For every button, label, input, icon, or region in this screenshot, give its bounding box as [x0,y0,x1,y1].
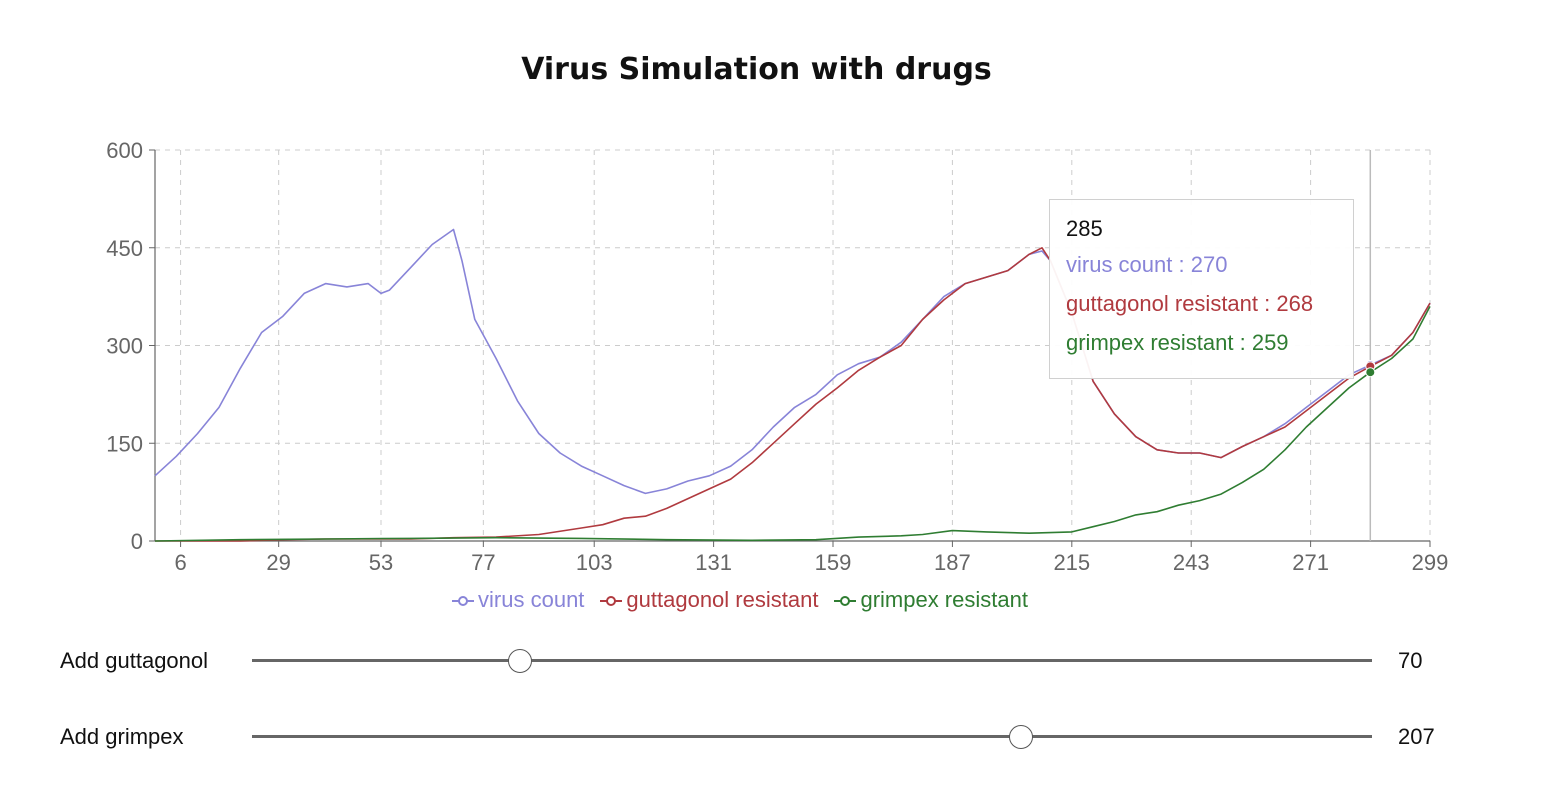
x-tick-label: 29 [266,550,290,575]
chart-axes: 0 150 300 450 600 6 29 53 77 103 131 159 187 215 243 27… [106,138,1448,575]
y-tick-label: 450 [106,236,143,261]
legend-item-grimpex-resistant[interactable]: grimpex resistant [834,587,1028,613]
x-tick-label: 103 [576,550,613,575]
guttagonol-slider-row: Add guttagonol 70 [0,640,1543,680]
x-tick-label: 299 [1412,550,1449,575]
guttagonol-slider-value: 70 [1398,648,1423,673]
chart-legend: virus count guttagonol resistant grimpex… [0,587,1480,613]
y-tick-label: 300 [106,334,143,359]
tooltip-x-label: 285 [1066,216,1103,241]
chart-cursor [1365,150,1376,541]
x-tick-label: 243 [1173,550,1210,575]
x-tick-label: 6 [174,550,186,575]
tooltip-guttagonol-resistant: guttagonol resistant : 268 [1066,291,1314,316]
y-tick-label: 0 [131,529,143,554]
grimpex-slider-label: Add grimpex [60,724,184,749]
active-dot [1365,367,1376,378]
grimpex-slider-track[interactable] [252,735,1372,738]
x-tick-label: 215 [1053,550,1090,575]
guttagonol-slider-track[interactable] [252,659,1372,662]
x-tick-label: 53 [369,550,393,575]
series-line-grimpex-resistant [154,306,1431,542]
x-tick-label: 271 [1292,550,1329,575]
line-marker-icon [834,593,857,607]
y-tick-label: 150 [106,431,143,456]
legend-item-virus-count[interactable]: virus count [452,587,584,613]
x-tick-label: 77 [471,550,495,575]
x-tick-label: 159 [815,550,852,575]
tooltip-virus-count: virus count : 270 [1066,252,1228,277]
x-tick-label: 187 [934,550,971,575]
guttagonol-slider-thumb[interactable] [507,649,532,673]
x-tick-label: 131 [695,550,732,575]
tooltip-grimpex-resistant: grimpex resistant : 259 [1066,330,1289,355]
series-line-guttagonol-resistant [155,247,1431,542]
legend-item-guttagonol-resistant[interactable]: guttagonol resistant [600,587,818,613]
line-marker-icon [600,593,623,607]
legend-label: virus count [478,587,585,612]
guttagonol-slider-label: Add guttagonol [60,648,209,673]
chart-tooltip: 285 virus count : 270 guttagonol resista… [1049,199,1354,379]
grimpex-slider-thumb[interactable] [1009,725,1034,749]
legend-label: grimpex resistant [860,587,1028,612]
line-marker-icon [452,593,475,607]
grimpex-slider-row: Add grimpex 207 [0,716,1543,756]
grimpex-slider-value: 207 [1398,724,1435,749]
y-tick-label: 600 [106,138,143,163]
chart-series [154,228,1431,542]
legend-label: guttagonol resistant [626,587,819,612]
chart-title: Virus Simulation with drugs [521,52,992,87]
line-chart[interactable]: 0 150 300 450 600 6 29 53 77 103 131 159 187 215 243 27… [0,0,1543,600]
